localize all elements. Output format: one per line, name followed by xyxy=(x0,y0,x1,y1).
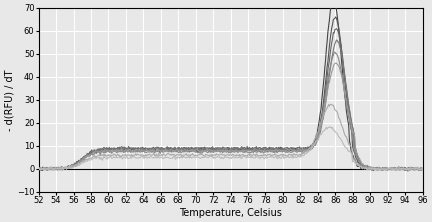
Y-axis label: - d(RFU) / dT: - d(RFU) / dT xyxy=(4,69,14,131)
X-axis label: Temperature, Celsius: Temperature, Celsius xyxy=(179,208,282,218)
